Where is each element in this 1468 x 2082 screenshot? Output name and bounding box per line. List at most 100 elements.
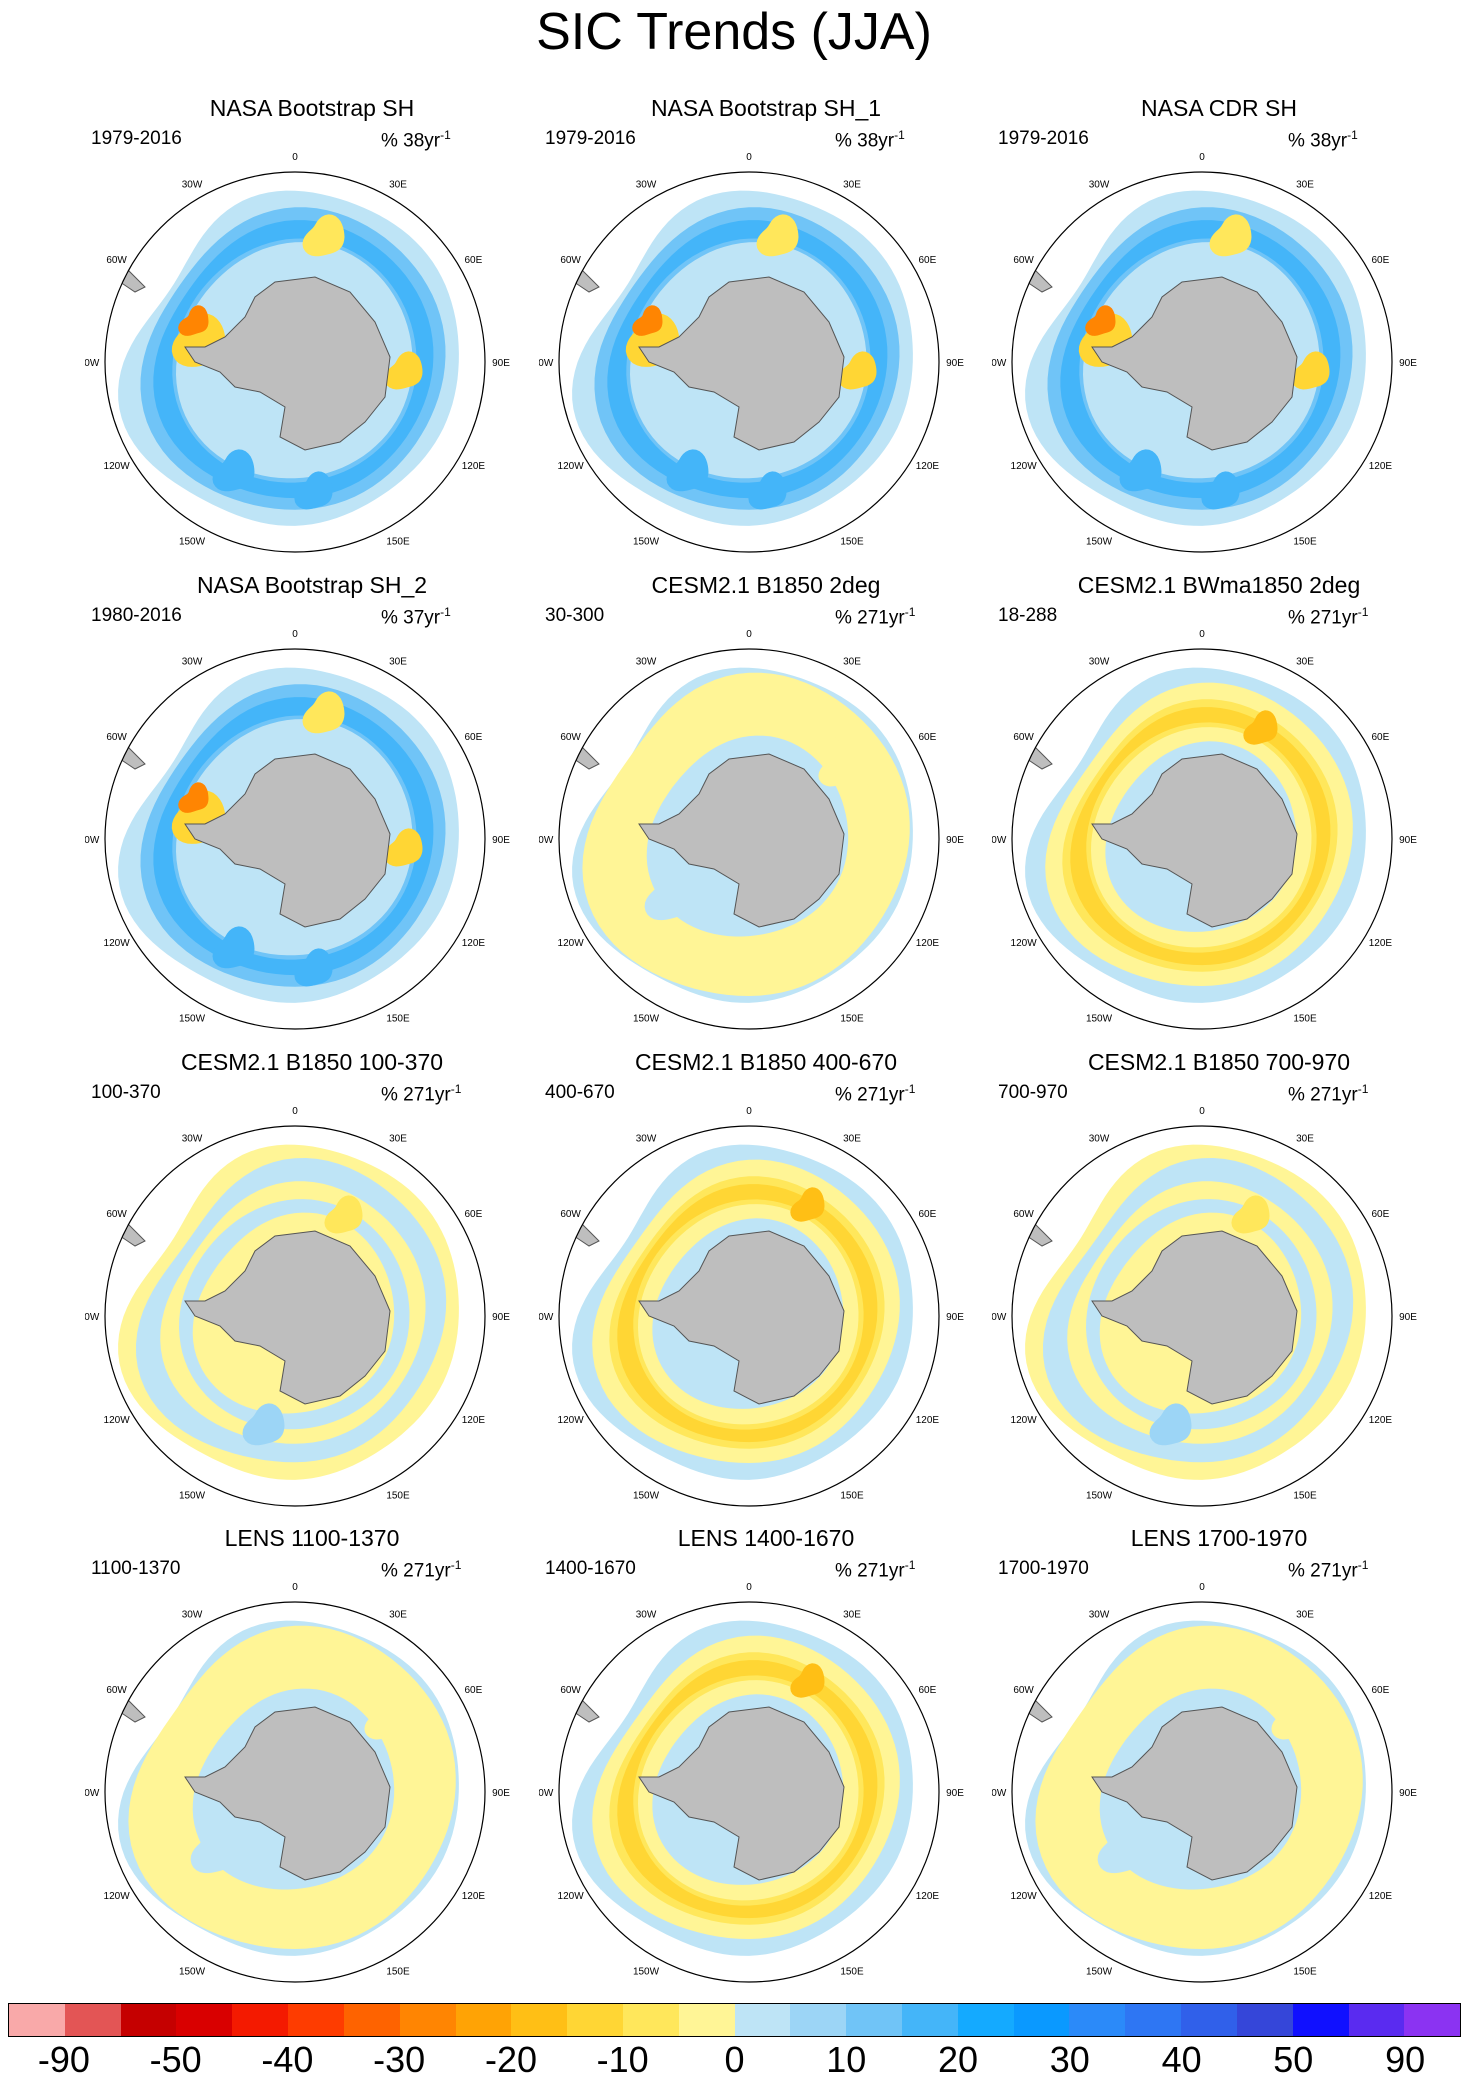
longitude-label: 150E [1293, 536, 1317, 547]
longitude-label: 30W [182, 657, 203, 668]
colorbar-swatch [678, 2004, 735, 2036]
sea-ice-trend-patch [242, 1403, 285, 1446]
longitude-label: 60E [919, 255, 937, 266]
sea-ice-trend-patch [666, 449, 709, 492]
colorbar-swatch [288, 2004, 344, 2036]
polar-map: 030E60E90E120E150E180150W120W90W60W30W [992, 629, 1417, 1030]
colorbar-swatch [455, 2004, 512, 2036]
longitude-label: 120W [1011, 938, 1038, 949]
colorbar-swatch [511, 2004, 568, 2036]
colorbar-tick-label: -10 [596, 2039, 649, 2080]
longitude-label: 30W [636, 657, 657, 668]
longitude-label: 120W [558, 1415, 585, 1426]
panel-units: % 38yr-1 [1288, 128, 1358, 152]
panel-units: % 271yr-1 [381, 1558, 462, 1582]
panel-period: 1100-1370 [91, 1558, 181, 1579]
longitude-label: 150W [179, 536, 206, 547]
longitude-label: 0 [746, 1582, 752, 1593]
longitude-label: 60W [106, 732, 127, 743]
longitude-label: 30E [1296, 1134, 1314, 1145]
colorbar-swatch [343, 2004, 400, 2036]
colorbar-tick-label: 30 [1049, 2039, 1090, 2080]
map-border [558, 648, 940, 1030]
antarctica [1091, 1230, 1298, 1405]
map-border [1011, 171, 1393, 553]
panel-period: 1400-1670 [545, 1558, 636, 1579]
colorbar-tick-label: 10 [826, 2039, 867, 2080]
longitude-label: 150E [386, 536, 410, 547]
longitude-label: 0 [292, 1582, 298, 1593]
longitude-label: 90E [1399, 1312, 1417, 1323]
longitude-label: 30W [182, 1610, 203, 1621]
longitude-label: 0 [292, 1106, 298, 1117]
longitude-label: 0 [292, 629, 298, 640]
longitude-label: 150W [1086, 1013, 1113, 1024]
longitude-label: 30W [1089, 180, 1110, 191]
longitude-label: 30E [843, 657, 861, 668]
longitude-label: 150E [1293, 1966, 1317, 1977]
colorbar-tick-label: 40 [1161, 2039, 1202, 2080]
map-border [104, 648, 486, 1030]
antarctica [638, 753, 845, 928]
colorbar-tick-label: 0 [724, 2039, 745, 2080]
longitude-label: 60W [1013, 1209, 1034, 1220]
colorbar-swatch [790, 2004, 847, 2036]
colorbar-tick-label: 90 [1385, 2039, 1426, 2080]
longitude-label: 120W [558, 938, 585, 949]
longitude-label: 150E [840, 1013, 864, 1024]
longitude-label: 120E [462, 938, 486, 949]
longitude-label: 0 [1199, 1582, 1205, 1593]
sea-ice-trend-patch [302, 691, 345, 734]
colorbar-swatch [1013, 2004, 1070, 2036]
longitude-label: 150E [386, 1966, 410, 1977]
map-panel: LENS 1400-1670 1400-1670 % 271yr-1 0 30E 60E 9… [539, 1524, 993, 1989]
sea-ice-trend-patch [818, 748, 857, 787]
longitude-label: 90E [492, 358, 510, 369]
longitude-label: 60E [1372, 1209, 1390, 1220]
longitude-label: 30E [389, 657, 407, 668]
longitude-label: 90W [85, 835, 100, 846]
map-panel: CESM2.1 B1850 100-370 100-370 % 271yr-1 0 30… [85, 1048, 539, 1513]
colorbar-swatch [734, 2004, 791, 2036]
longitude-label: 90W [539, 835, 554, 846]
panel-period: 1979-2016 [91, 128, 182, 149]
sea-ice-trend-patch [1291, 351, 1330, 390]
longitude-label: 150W [1086, 536, 1113, 547]
longitude-label: 150E [840, 536, 864, 547]
longitude-label: 0 [746, 629, 752, 640]
polar-map: 030E60E90E120E150E180150W120W90W60W30W [539, 1106, 964, 1507]
sea-ice-trend-patch [1209, 214, 1252, 257]
panel-units: % 271yr-1 [835, 1558, 916, 1582]
longitude-label: 60E [919, 732, 937, 743]
map-panel: NASA CDR SH 1979-2016 % 38yr-1 0 30E 60E 90E 12… [992, 94, 1446, 559]
longitude-label: 150E [386, 1013, 410, 1024]
panel-title: NASA CDR SH [1141, 95, 1297, 121]
longitude-label: 60W [560, 732, 581, 743]
map-border [558, 171, 940, 553]
colorbar-swatch [1236, 2004, 1293, 2036]
sea-ice-trend-patch [364, 1701, 403, 1740]
longitude-label: 0 [1199, 1106, 1205, 1117]
panel-period: 1980-2016 [91, 605, 182, 626]
colorbar-tick-label: -30 [373, 2039, 426, 2080]
map-panel: NASA Bootstrap SH_1 1979-2016 % 38yr-1 0 30E… [539, 94, 993, 559]
longitude-label: 120W [104, 461, 131, 472]
longitude-label: 120W [1011, 461, 1038, 472]
longitude-label: 120W [1011, 1891, 1038, 1902]
longitude-label: 60E [1372, 255, 1390, 266]
longitude-label: 150W [179, 1966, 206, 1977]
longitude-label: 0 [746, 152, 752, 163]
sea-ice-trend-patch [1097, 1827, 1144, 1874]
polar-map: 030E60E90E120E150E180150W120W90W60W30W [992, 152, 1417, 553]
longitude-label: 120E [1369, 1415, 1393, 1426]
antarctica [638, 276, 845, 451]
longitude-label: 150W [179, 1490, 206, 1501]
sea-ice-trend-patch [302, 214, 345, 257]
panel-period: 30-300 [545, 605, 605, 626]
panel-title: LENS 1100-1370 [224, 1525, 400, 1551]
longitude-label: 150W [1086, 1490, 1113, 1501]
longitude-label: 150E [1293, 1490, 1317, 1501]
sea-ice-trend-patch [212, 926, 255, 969]
panel-title: LENS 1700-1970 [1130, 1525, 1308, 1551]
sea-ice-trend-patch [1201, 471, 1240, 510]
